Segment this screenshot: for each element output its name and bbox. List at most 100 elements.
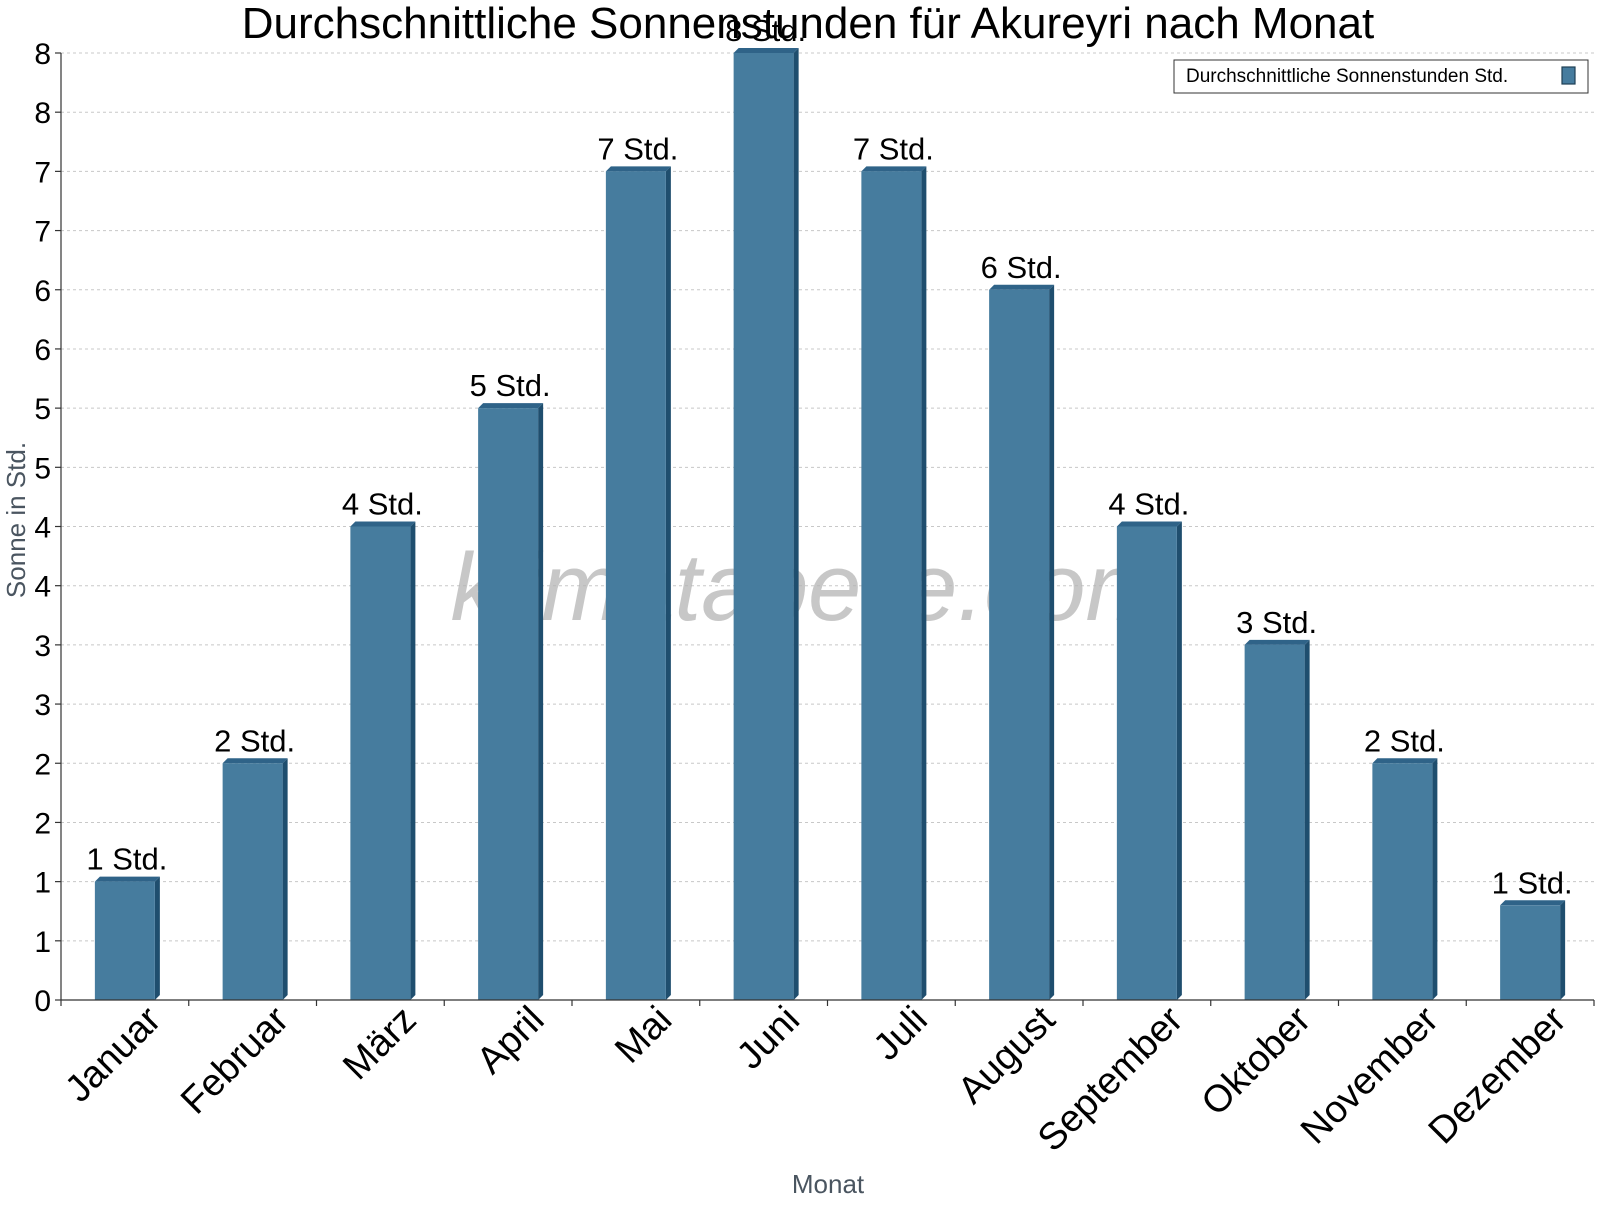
x-tick-label: Dezember: [1421, 998, 1575, 1152]
y-tick-label: 5: [34, 452, 51, 485]
bar: [94, 881, 155, 1000]
bar-group: [861, 166, 927, 1000]
bar-group: [1116, 521, 1182, 1000]
bar-top: [1500, 900, 1566, 906]
y-tick-label: 4: [34, 571, 51, 604]
y-tick-label: 3: [34, 630, 51, 663]
y-tick-label: 6: [34, 275, 51, 308]
bar-side: [538, 403, 544, 1000]
x-tick-label: Januar: [57, 998, 169, 1110]
legend-label: Durchschnittliche Sonnenstunden Std.: [1186, 66, 1508, 87]
y-tick-label: 2: [34, 807, 51, 840]
x-tick-label: August: [950, 998, 1064, 1112]
bars: [94, 48, 1566, 1000]
data-label: 1 Std.: [1492, 865, 1573, 900]
x-tick-label: Juli: [866, 999, 936, 1069]
bar-top: [605, 166, 671, 172]
data-label: 7 Std.: [853, 131, 934, 166]
bar: [1500, 905, 1561, 1000]
bar: [1116, 526, 1177, 1000]
x-tick-label: Juni: [729, 999, 808, 1078]
x-tick-label: Mai: [607, 999, 680, 1072]
y-tick-label: 8: [34, 38, 51, 71]
bar-group: [1372, 758, 1438, 1000]
bar: [861, 171, 922, 1000]
bar-top: [1244, 639, 1310, 645]
y-tick-label: 2: [34, 748, 51, 781]
data-label: 6 Std.: [981, 250, 1062, 285]
y-tick-label: 8: [34, 97, 51, 130]
bar-top: [222, 758, 288, 764]
bar-group: [478, 403, 544, 1000]
bar: [989, 289, 1050, 1000]
bar-top: [1116, 521, 1182, 527]
data-label: 1 Std.: [86, 842, 167, 877]
bar-side: [793, 48, 799, 1000]
bar: [1244, 644, 1305, 1000]
y-tick-label: 4: [34, 512, 51, 545]
y-tick-label: 5: [34, 393, 51, 426]
bar-top: [733, 48, 799, 53]
bar: [222, 763, 283, 1000]
bar: [605, 171, 666, 1000]
x-tick-label: Oktober: [1194, 998, 1320, 1124]
bar-group: [350, 521, 416, 1000]
data-label: 4 Std.: [1108, 487, 1189, 522]
data-label: 8 Std.: [725, 13, 806, 48]
data-label: 7 Std.: [597, 131, 678, 166]
x-tick-label: April: [469, 999, 552, 1082]
bar-side: [282, 758, 288, 1000]
data-label: 2 Std.: [214, 723, 295, 758]
bar-top: [989, 284, 1055, 290]
data-labels: 1 Std. 2 Std. 4 Std. 5 Std. 7 Std. 8 Std. 7 St…: [86, 13, 1572, 900]
bar-side: [1432, 758, 1438, 1000]
data-label: 4 Std.: [342, 487, 423, 522]
y-tick-label: 0: [34, 985, 51, 1018]
bar-side: [665, 166, 671, 1000]
data-label: 2 Std.: [1364, 723, 1445, 758]
bar-group: [989, 284, 1055, 1000]
bar: [733, 53, 794, 1000]
bar-group: [222, 758, 288, 1000]
y-tick-label: 6: [34, 334, 51, 367]
y-tick-label: 7: [34, 156, 51, 189]
x-tick-label: März: [335, 999, 424, 1088]
bar-top: [478, 403, 544, 409]
bar-group: [733, 48, 799, 1000]
bar-group: [605, 166, 671, 1000]
bar-side: [410, 521, 416, 1000]
bar-top: [350, 521, 416, 527]
y-tick-label: 3: [34, 689, 51, 722]
x-tick-label: Februar: [173, 998, 297, 1122]
data-label: 5 Std.: [470, 368, 551, 403]
data-label: 3 Std.: [1236, 605, 1317, 640]
y-tick-label: 7: [34, 216, 51, 249]
y-tick-label: 1: [34, 926, 51, 959]
chart-title: Durchschnittliche Sonnenstunden für Akur…: [242, 0, 1374, 48]
y-tick-label: 1: [34, 867, 51, 900]
legend: Durchschnittliche Sonnenstunden Std.: [1173, 59, 1589, 94]
bar-side: [1304, 639, 1310, 1000]
bar-top: [861, 166, 927, 172]
y-axis-label: Sonne in Std.: [1, 442, 31, 598]
bar-group: [94, 876, 160, 1000]
watermark-text: klimatabelle.com: [451, 534, 1166, 641]
bar: [350, 526, 411, 1000]
legend-swatch: [1561, 66, 1576, 85]
bar-top: [94, 876, 160, 882]
bar: [1372, 763, 1433, 1000]
bar: [478, 408, 539, 1000]
grid-lines: [61, 52, 1594, 942]
x-tick-label: November: [1293, 998, 1447, 1152]
bar-group: [1244, 639, 1310, 1000]
bar-side: [921, 166, 927, 1000]
bar-side: [1049, 284, 1055, 1000]
x-axis-label: Monat: [792, 1169, 865, 1199]
legend-box: [1173, 59, 1589, 94]
bar-top: [1372, 758, 1438, 764]
bar-side: [1176, 521, 1182, 1000]
bar-side: [154, 876, 160, 1000]
bar-group: [1500, 900, 1566, 1000]
bar-side: [1560, 900, 1566, 1000]
